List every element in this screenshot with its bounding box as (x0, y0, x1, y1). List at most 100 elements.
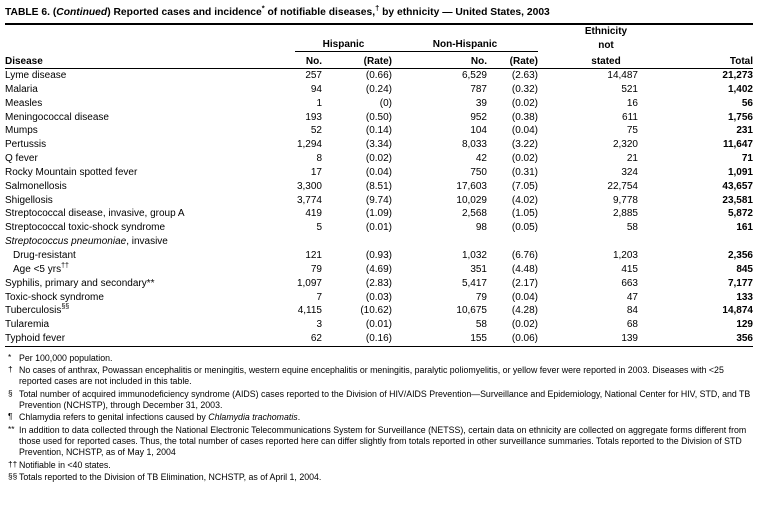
value-cell: 787 (470, 83, 487, 95)
value-cell: 750 (470, 166, 487, 178)
value-cell: (1.09) (365, 208, 392, 220)
table-row: Mumps 52 (0.14) 104 (0.04) 75 231 (5, 124, 753, 138)
table-row: Streptococcal disease, invasive, group A… (5, 207, 753, 221)
value-cell: 21 (626, 153, 638, 165)
value-cell: (4.28) (511, 305, 538, 317)
value-cell: 121 (305, 249, 322, 261)
value-cell: (0.32) (511, 83, 538, 95)
footnote-marker: * (8, 351, 12, 362)
header-spacer (5, 25, 295, 38)
header-non-hispanic-no: No. (392, 51, 487, 69)
total-cell: 356 (736, 333, 753, 345)
total-cell: 1,402 (727, 83, 753, 95)
value-cell: (0.16) (365, 333, 392, 345)
table-row: Salmonellosis 3,300 (8.51) 17,603 (7.05) 22,7… (5, 180, 753, 194)
disease-name: Syphilis, primary and secondary** (5, 277, 155, 289)
value-cell: 663 (621, 277, 638, 289)
value-cell: 47 (626, 291, 638, 303)
disease-name: Typhoid fever (5, 333, 66, 345)
value-cell (295, 235, 322, 249)
title-prefix: TABLE 6. ( (5, 7, 57, 18)
value-cell: 14,487 (607, 70, 638, 81)
value-cell: (8.51) (365, 180, 392, 192)
footnote-marker: §§ (8, 470, 18, 481)
value-cell: 2,320 (612, 139, 638, 151)
footnote-marker: †† (61, 262, 69, 270)
value-cell: (4.02) (511, 194, 538, 206)
header-spacer (5, 38, 295, 52)
header-ethnicity-line3: stated (538, 51, 638, 69)
header-spacer (638, 38, 753, 52)
total-cell: 21,273 (722, 70, 753, 81)
value-cell: 79 (475, 291, 487, 303)
value-cell: (3.22) (511, 139, 538, 151)
total-cell: 2,356 (727, 249, 753, 261)
value-cell (322, 235, 392, 249)
table-row: Rocky Mountain spotted fever 17 (0.04) 750 (… (5, 166, 753, 180)
header-spacer (295, 25, 392, 38)
value-cell (538, 235, 638, 249)
value-cell: 1,032 (461, 249, 487, 261)
disease-name: Salmonellosis (5, 180, 67, 192)
value-cell: (0.24) (365, 83, 392, 95)
footnote-text: Total number of acquired immunodeficienc… (19, 388, 751, 411)
footnote: †† Notifiable in <40 states. (5, 459, 753, 471)
value-cell: (2.63) (511, 70, 538, 81)
total-cell: 845 (736, 263, 753, 275)
disease-name: Drug-resistant (13, 249, 76, 261)
total-cell: 1,091 (727, 166, 753, 178)
table-row: Drug-resistant 121 (0.93) 1,032 (6.76) 1,203 2… (5, 249, 753, 263)
table-row: Syphilis, primary and secondary** 1,097 (2… (5, 277, 753, 291)
value-cell: (4.69) (365, 263, 392, 275)
value-cell: (0.02) (511, 153, 538, 165)
value-cell: 17 (310, 166, 322, 178)
header-ethnicity-line1: Ethnicity (584, 26, 628, 37)
footnote-text: Notifiable in <40 states. (19, 459, 111, 470)
disease-name: Meningococcal disease (5, 111, 109, 123)
total-cell (638, 235, 753, 249)
header-group-non-hispanic: Non-Hispanic (392, 38, 538, 52)
disease-name: Age <5 yrs†† (13, 262, 69, 275)
footnote-marker: ¶ (8, 411, 13, 422)
footnote-text: Per 100,000 population. (19, 352, 113, 363)
footnote-marker: ** (8, 423, 15, 434)
value-cell: (0.02) (511, 319, 538, 331)
footnote: ¶ Chlamydia refers to genital infections … (5, 411, 753, 423)
value-cell: 16 (626, 97, 638, 109)
value-cell: 62 (310, 333, 322, 345)
value-cell: (0.06) (511, 333, 538, 345)
value-cell: 79 (310, 263, 322, 275)
value-cell: 1,097 (296, 277, 322, 289)
value-cell: 521 (621, 83, 638, 95)
value-cell: (0.05) (511, 222, 538, 234)
value-cell: 94 (310, 83, 322, 95)
total-cell: 7,177 (727, 277, 753, 289)
table-row: Streptococcal toxic-shock syndrome 5 (0.01… (5, 221, 753, 235)
value-cell: 7 (316, 291, 322, 303)
value-cell: 415 (621, 263, 638, 275)
footnote-text: Totals reported to the Division of TB El… (19, 471, 322, 482)
value-cell: (4.48) (511, 263, 538, 275)
total-cell: 129 (736, 319, 753, 331)
table-row: Tularemia 3 (0.01) 58 (0.02) 68 129 (5, 318, 753, 332)
table-row: Tuberculosis§§ 4,115 (10.62) 10,675 (4.28) 84… (5, 304, 753, 318)
total-cell: 1,756 (727, 111, 753, 123)
value-cell: 42 (475, 153, 487, 165)
table-row: Toxic-shock syndrome 7 (0.03) 79 (0.04) 47 133 (5, 291, 753, 305)
value-cell: 6,529 (461, 70, 487, 81)
value-cell: 1,203 (612, 249, 638, 261)
header-group-hispanic: Hispanic (295, 38, 392, 52)
value-cell: 9,778 (612, 194, 638, 206)
value-cell (487, 235, 538, 249)
disease-name: Malaria (5, 83, 38, 95)
table-row: Shigellosis 3,774 (9.74) 10,029 (4.02) 9,778 2… (5, 194, 753, 208)
value-cell: (0.04) (365, 166, 392, 178)
value-cell: (10.62) (360, 305, 392, 317)
title-suffix: by ethnicity — United States, 2003 (379, 7, 550, 18)
footnote-text: Chlamydia refers to genital infections c… (19, 412, 301, 423)
total-cell: 231 (736, 125, 753, 137)
value-cell: 351 (470, 263, 487, 275)
value-cell: (0.66) (365, 70, 392, 81)
value-cell: (2.17) (511, 277, 538, 289)
